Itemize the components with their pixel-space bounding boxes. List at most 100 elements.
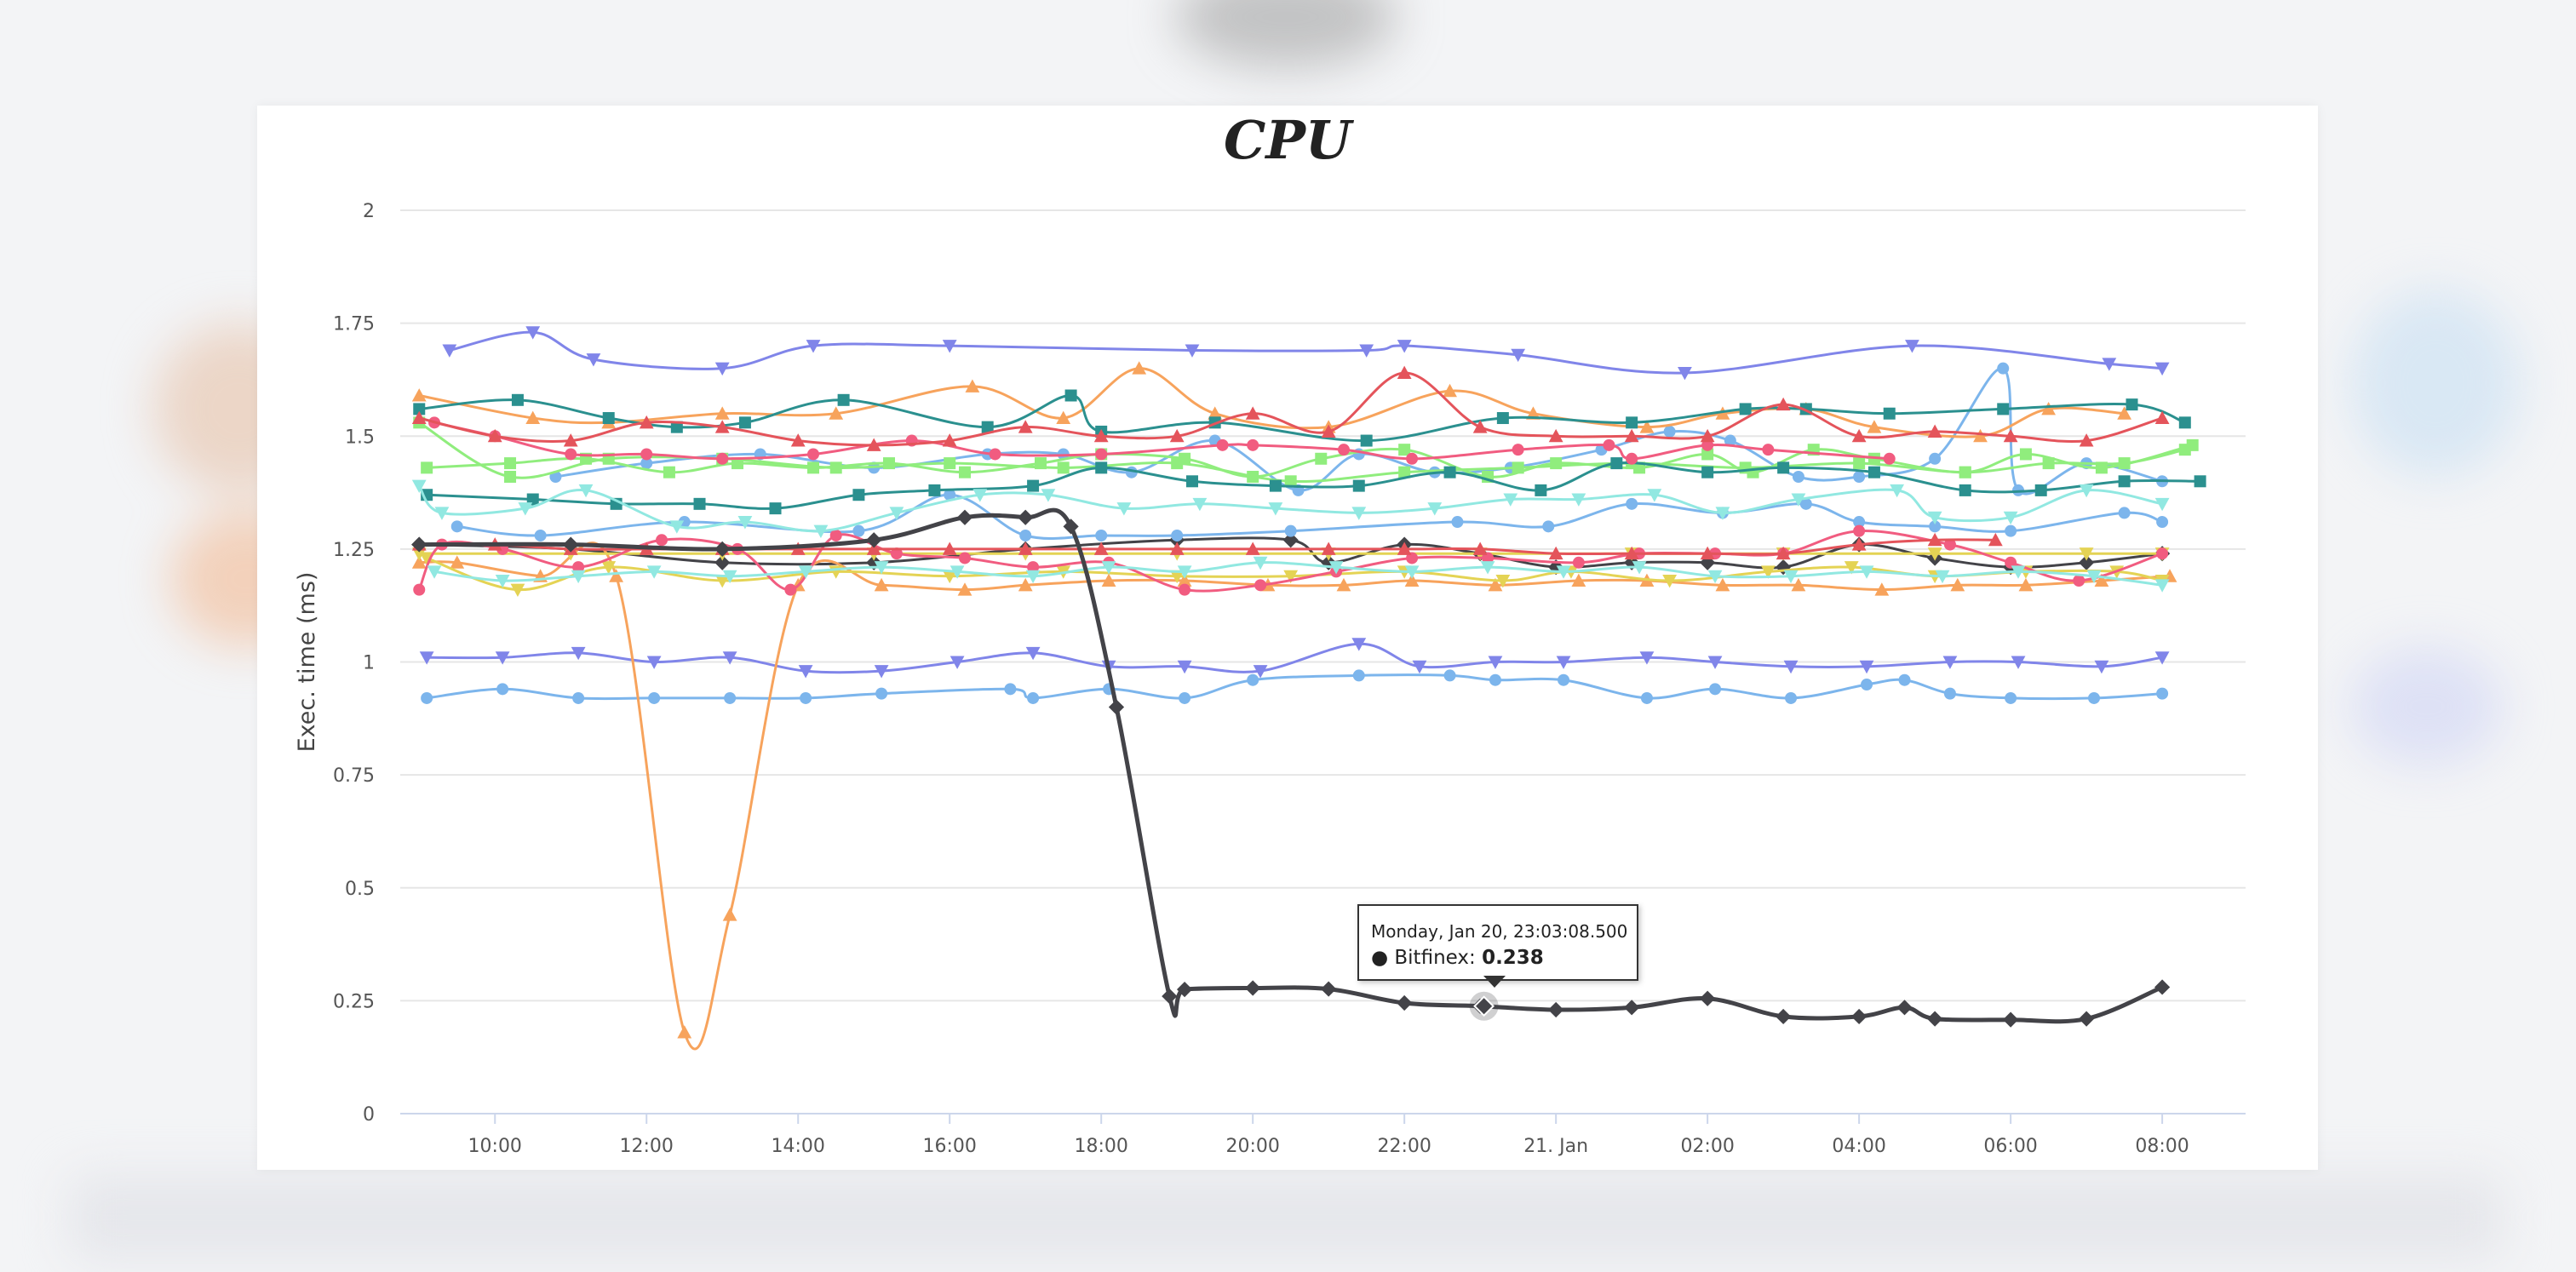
data-point[interactable] (1284, 524, 1297, 537)
data-point[interactable] (495, 575, 510, 588)
series-line[interactable] (425, 444, 2194, 478)
data-point[interactable] (1874, 582, 1890, 596)
data-point[interactable] (875, 687, 888, 700)
data-point[interactable] (1558, 673, 1570, 686)
data-point[interactable] (571, 570, 586, 584)
data-point[interactable] (1898, 673, 1911, 686)
data-point[interactable] (1526, 406, 1540, 420)
data-point[interactable] (518, 502, 533, 516)
data-point[interactable] (1185, 344, 1200, 358)
data-point[interactable] (959, 466, 972, 478)
data-point[interactable] (504, 470, 517, 483)
data-point[interactable] (1176, 982, 1193, 998)
data-point[interactable] (1245, 406, 1260, 420)
data-point[interactable] (1959, 466, 1971, 478)
data-point[interactable] (1282, 532, 1299, 548)
data-point[interactable] (1853, 457, 1866, 470)
data-point[interactable] (2079, 1011, 2095, 1027)
data-point[interactable] (837, 393, 850, 406)
data-point[interactable] (1451, 516, 1464, 529)
data-point[interactable] (790, 433, 806, 447)
data-point[interactable] (1443, 466, 1456, 478)
data-point[interactable] (1640, 691, 1653, 704)
data-point[interactable] (1169, 570, 1185, 584)
data-point[interactable] (413, 583, 426, 596)
data-point[interactable] (648, 691, 661, 704)
hover-point[interactable] (1473, 995, 1495, 1017)
data-point[interactable] (450, 520, 463, 533)
data-point[interactable] (1177, 660, 1192, 674)
data-point[interactable] (578, 484, 594, 498)
data-point[interactable] (1626, 416, 1638, 429)
data-point[interactable] (1027, 691, 1040, 704)
data-point[interactable] (2118, 475, 2131, 488)
data-point[interactable] (1851, 1008, 1867, 1025)
data-point[interactable] (2079, 554, 2095, 570)
data-point[interactable] (944, 489, 956, 501)
data-point[interactable] (1489, 673, 1501, 686)
data-point[interactable] (669, 520, 685, 534)
data-point[interactable] (866, 541, 881, 555)
data-point[interactable] (411, 410, 427, 425)
data-point[interactable] (2005, 556, 2017, 569)
data-point[interactable] (1064, 389, 1077, 402)
data-point[interactable] (1321, 424, 1336, 438)
data-point[interactable] (434, 507, 450, 520)
data-point[interactable] (487, 428, 502, 443)
data-point[interactable] (889, 507, 904, 520)
data-point[interactable] (942, 570, 957, 584)
data-point[interactable] (2094, 573, 2109, 587)
data-point[interactable] (1707, 656, 1723, 669)
data-point[interactable] (738, 416, 751, 429)
data-point[interactable] (2094, 660, 2109, 674)
data-point[interactable] (965, 379, 980, 392)
data-point[interactable] (1556, 656, 1571, 669)
data-point[interactable] (1776, 1008, 1792, 1025)
data-point[interactable] (1351, 638, 1367, 651)
data-point[interactable] (1997, 362, 2010, 375)
data-point[interactable] (1791, 493, 1806, 507)
series-line[interactable] (417, 371, 2164, 447)
data-point[interactable] (1177, 565, 1192, 579)
data-point[interactable] (2118, 507, 2131, 519)
data-point[interactable] (1482, 552, 1495, 564)
data-point[interactable] (942, 433, 957, 447)
data-point[interactable] (957, 582, 972, 596)
data-point[interactable] (1701, 466, 1714, 478)
data-point[interactable] (1715, 577, 1730, 592)
data-point[interactable] (942, 340, 957, 353)
data-point[interactable] (1101, 573, 1116, 587)
data-point[interactable] (1192, 497, 1208, 512)
data-point[interactable] (1700, 990, 1716, 1006)
data-point[interactable] (1404, 565, 1420, 579)
data-point[interactable] (784, 583, 797, 596)
data-point[interactable] (2102, 358, 2117, 371)
data-point[interactable] (1859, 565, 1874, 579)
data-point[interactable] (1700, 428, 1715, 443)
data-point[interactable] (504, 457, 517, 470)
data-point[interactable] (1927, 511, 1942, 525)
data-point[interactable] (1883, 407, 1896, 420)
data-point[interactable] (496, 683, 509, 696)
data-point[interactable] (2194, 475, 2206, 488)
data-point[interactable] (1943, 687, 1956, 700)
data-point[interactable] (1950, 577, 1965, 592)
data-point[interactable] (2154, 579, 2170, 593)
data-point[interactable] (1472, 420, 1488, 433)
series-line[interactable] (448, 330, 2164, 375)
data-point[interactable] (1095, 529, 1108, 541)
data-point[interactable] (2005, 691, 2017, 704)
data-point[interactable] (1905, 340, 1919, 353)
data-point[interactable] (1927, 1011, 1943, 1027)
data-point[interactable] (1397, 365, 1412, 379)
data-point[interactable] (1397, 340, 1412, 353)
data-point[interactable] (1678, 366, 1692, 381)
data-point[interactable] (1785, 691, 1798, 704)
data-point[interactable] (800, 691, 812, 704)
data-point[interactable] (1844, 561, 1859, 575)
data-point[interactable] (1488, 577, 1503, 592)
data-point[interactable] (1867, 420, 1882, 433)
data-point[interactable] (866, 532, 882, 548)
data-point[interactable] (663, 466, 675, 478)
data-point[interactable] (1853, 470, 1866, 483)
